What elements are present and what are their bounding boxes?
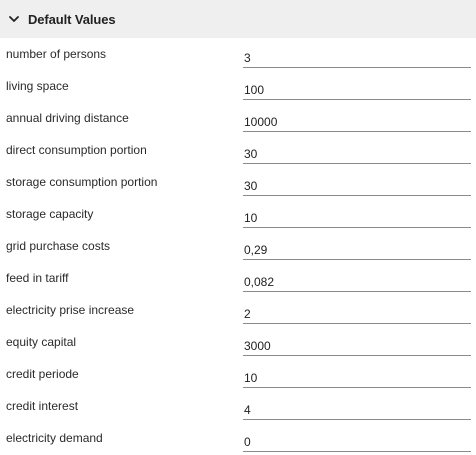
field-label: equity capital xyxy=(6,335,77,349)
credit-interest-input[interactable] xyxy=(243,399,471,421)
field-label: electricity prise increase xyxy=(6,303,135,317)
electricity-demand-input[interactable] xyxy=(243,431,471,453)
field-label: electricity demand xyxy=(6,431,103,445)
field-underline xyxy=(243,299,471,325)
field-label: storage consumption portion xyxy=(6,175,158,189)
equity-capital-input[interactable] xyxy=(243,335,471,357)
field-label: grid purchase costs xyxy=(6,239,111,253)
grid-purchase-costs-input[interactable] xyxy=(243,239,471,261)
field-row-equity-capital: equity capital xyxy=(0,326,476,358)
field-label: direct consumption portion xyxy=(6,143,147,157)
electricity-prise-increase-input[interactable] xyxy=(243,303,471,325)
field-label: credit interest xyxy=(6,399,79,413)
field-underline xyxy=(243,395,471,421)
field-row-storage-capacity: storage capacity xyxy=(0,198,476,230)
storage-capacity-input[interactable] xyxy=(243,207,471,229)
field-row-living-space: living space xyxy=(0,70,476,102)
fields-list: number of persons living space annual dr… xyxy=(0,38,476,454)
field-underline xyxy=(243,139,471,165)
section-title: Default Values xyxy=(28,11,116,27)
field-underline xyxy=(243,427,471,453)
credit-periode-input[interactable] xyxy=(243,367,471,389)
field-row-credit-interest: credit interest xyxy=(0,390,476,422)
annual-driving-distance-input[interactable] xyxy=(243,111,471,133)
field-row-grid-purchase-costs: grid purchase costs xyxy=(0,230,476,262)
number-of-persons-input[interactable] xyxy=(243,47,471,69)
direct-consumption-portion-input[interactable] xyxy=(243,143,471,165)
field-label: storage capacity xyxy=(6,207,94,221)
field-underline xyxy=(243,203,471,229)
default-values-header[interactable]: Default Values xyxy=(0,0,476,38)
field-underline xyxy=(243,171,471,197)
field-row-feed-in-tariff: feed in tariff xyxy=(0,262,476,294)
field-row-electricity-prise-increase: electricity prise increase xyxy=(0,294,476,326)
field-row-electricity-demand: electricity demand xyxy=(0,422,476,454)
field-label: number of persons xyxy=(6,47,107,61)
field-underline xyxy=(243,267,471,293)
field-label: living space xyxy=(6,79,69,93)
field-label: credit periode xyxy=(6,367,79,381)
chevron-down-icon[interactable] xyxy=(8,13,20,25)
field-underline xyxy=(243,43,471,69)
living-space-input[interactable] xyxy=(243,79,471,101)
field-row-credit-periode: credit periode xyxy=(0,358,476,390)
feed-in-tariff-input[interactable] xyxy=(243,271,471,293)
field-row-annual-driving-distance: annual driving distance xyxy=(0,102,476,134)
storage-consumption-portion-input[interactable] xyxy=(243,175,471,197)
field-underline xyxy=(243,331,471,357)
field-label: feed in tariff xyxy=(6,271,69,285)
field-row-direct-consumption-portion: direct consumption portion xyxy=(0,134,476,166)
field-row-number-of-persons: number of persons xyxy=(0,38,476,70)
field-label: annual driving distance xyxy=(6,111,129,125)
field-row-storage-consumption-portion: storage consumption portion xyxy=(0,166,476,198)
field-underline xyxy=(243,75,471,101)
field-underline xyxy=(243,235,471,261)
field-underline xyxy=(243,107,471,133)
field-underline xyxy=(243,363,471,389)
